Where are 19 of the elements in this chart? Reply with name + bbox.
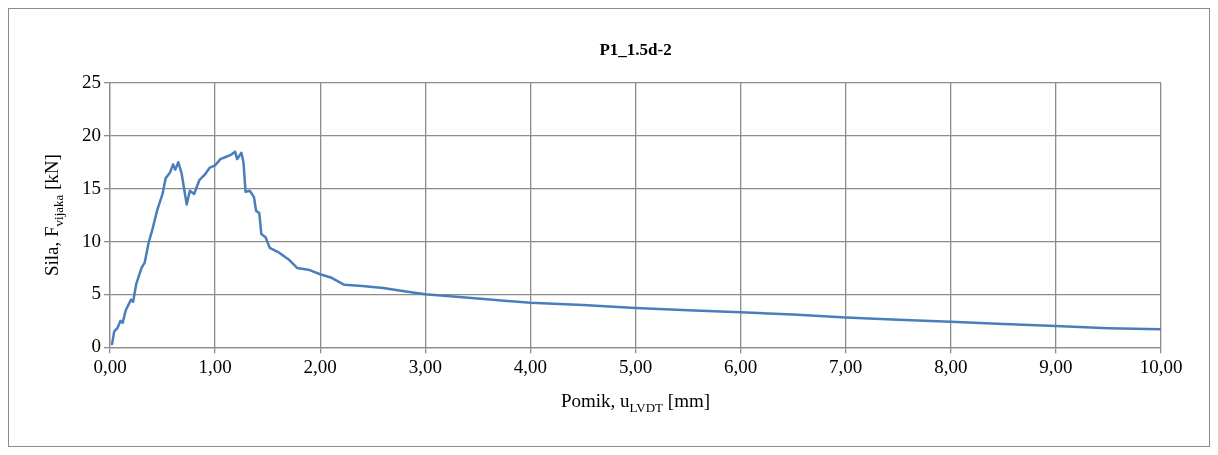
y-axis-title: Sila, Fvijaka [kN] xyxy=(41,154,66,277)
y-tick-label: 20 xyxy=(82,123,101,145)
x-tick-label: 0,00 xyxy=(93,355,127,377)
y-tick-label: 15 xyxy=(82,176,101,198)
x-tick-label: 9,00 xyxy=(1039,355,1073,377)
y-tick-label: 25 xyxy=(82,70,101,92)
y-tick-label: 0 xyxy=(91,335,101,357)
x-tick-label: 5,00 xyxy=(618,355,653,377)
x-tick-label: 3,00 xyxy=(408,355,442,377)
x-tick-label: 10,00 xyxy=(1139,355,1183,377)
y-tick-label: 10 xyxy=(82,229,101,251)
chart-title: P1_1.5d-2 xyxy=(599,40,672,59)
x-tick-label: 4,00 xyxy=(513,355,548,377)
x-tick-label: 6,00 xyxy=(723,355,758,377)
x-tick-label: 8,00 xyxy=(934,355,968,377)
x-tick-label: 1,00 xyxy=(198,355,232,377)
x-tick-label: 7,00 xyxy=(829,355,863,377)
y-tick-label: 5 xyxy=(91,282,101,304)
x-tick-label: 2,00 xyxy=(303,355,337,377)
